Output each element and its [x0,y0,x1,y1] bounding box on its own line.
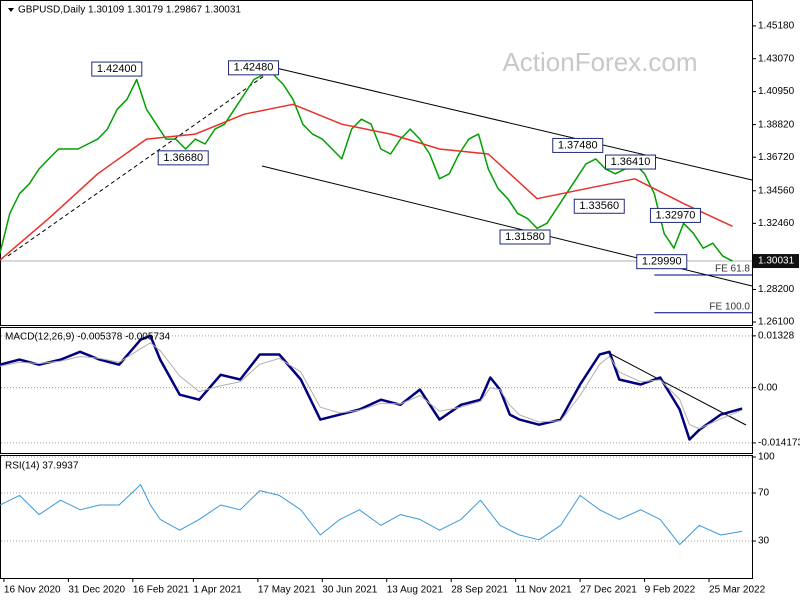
annotation-box [552,137,604,153]
y-tick-label: 1.40950 [758,86,795,97]
y-tick-label: 1.38820 [758,119,795,130]
macd-panel-frame [0,327,753,454]
x-tick-label: 30 Jun 2021 [322,585,377,596]
series-line [0,73,733,262]
price-panel-frame [0,0,753,326]
annotation-box [157,150,209,166]
panel-title: RSI(14) 37.9937 [5,461,79,472]
y-tick-label: 1.36720 [758,152,795,163]
x-tick-label: 28 Sep 2021 [451,585,508,596]
y-tick-label: 1.34560 [758,185,795,196]
y-tick-label: 1.32460 [758,218,795,229]
annotation-box [91,61,143,77]
x-tick-label: 25 Mar 2022 [709,585,766,596]
y-tick-label: 100 [758,452,775,463]
annotation-box [605,154,657,170]
frames [0,0,753,579]
series-line [0,334,743,441]
annotation-label: 1.33560 [579,200,619,212]
y-tick-label: 1.26100 [758,317,795,328]
annotation-label: 1.29990 [642,256,682,268]
annotation-label: 1.32970 [656,209,696,221]
fib-label: FE 61.8 [715,264,750,275]
y-tick-label: 0.00 [758,382,778,393]
y-tick-label: 70 [758,488,770,499]
annotation-box [573,198,625,214]
trend-dashed [7,75,265,257]
last-price-box [753,254,799,269]
watermark: ActionForex.com [502,47,697,77]
panel-title: GBPUSD,Daily 1.30109 1.30179 1.29867 1.3… [18,5,241,16]
annotation-label: 1.31580 [505,231,545,243]
x-tick-label: 1 Apr 2021 [193,585,242,596]
last-price-label: 1.30031 [758,256,795,267]
series-line [0,342,743,430]
y-tick-label: 1.28200 [758,284,795,295]
symbol-icon [8,8,14,12]
y-tick-label: 0.01328 [758,331,795,342]
series-line [0,484,743,546]
annotation-box [636,254,688,270]
annotation-label: 1.42480 [234,62,274,74]
annotation-box [228,60,280,76]
annotation-box [499,229,551,245]
series-line [0,103,733,261]
x-tick-label: 31 Dec 2020 [68,585,125,596]
annotation-label: 1.42400 [97,63,137,75]
x-tick-label: 9 Feb 2022 [645,585,696,596]
annotation-label: 1.36410 [611,156,651,168]
y-tick-label: -0.014173 [758,438,800,449]
y-tick-label: 1.43070 [758,53,795,64]
rsi-panel-frame [0,455,753,579]
annotation-box [649,207,701,223]
annotation-label: 1.36680 [163,152,203,164]
x-tick-label: 16 Nov 2020 [4,585,61,596]
x-tick-label: 16 Feb 2021 [133,585,190,596]
x-tick-label: 27 Dec 2021 [580,585,637,596]
y-tick-label: 1.45180 [758,21,795,32]
x-tick-label: 11 Nov 2021 [516,585,572,596]
panel-title: MACD(12,26,9) -0.005378 -0.005734 [5,332,171,343]
fib-label: FE 100.0 [709,301,750,312]
annotation-label: 1.37480 [558,139,598,151]
y-tick-label: 30 [758,536,770,547]
x-tick-label: 17 May 2021 [258,585,316,596]
x-tick-label: 13 Aug 2021 [387,585,444,596]
channel-upper [275,67,753,181]
